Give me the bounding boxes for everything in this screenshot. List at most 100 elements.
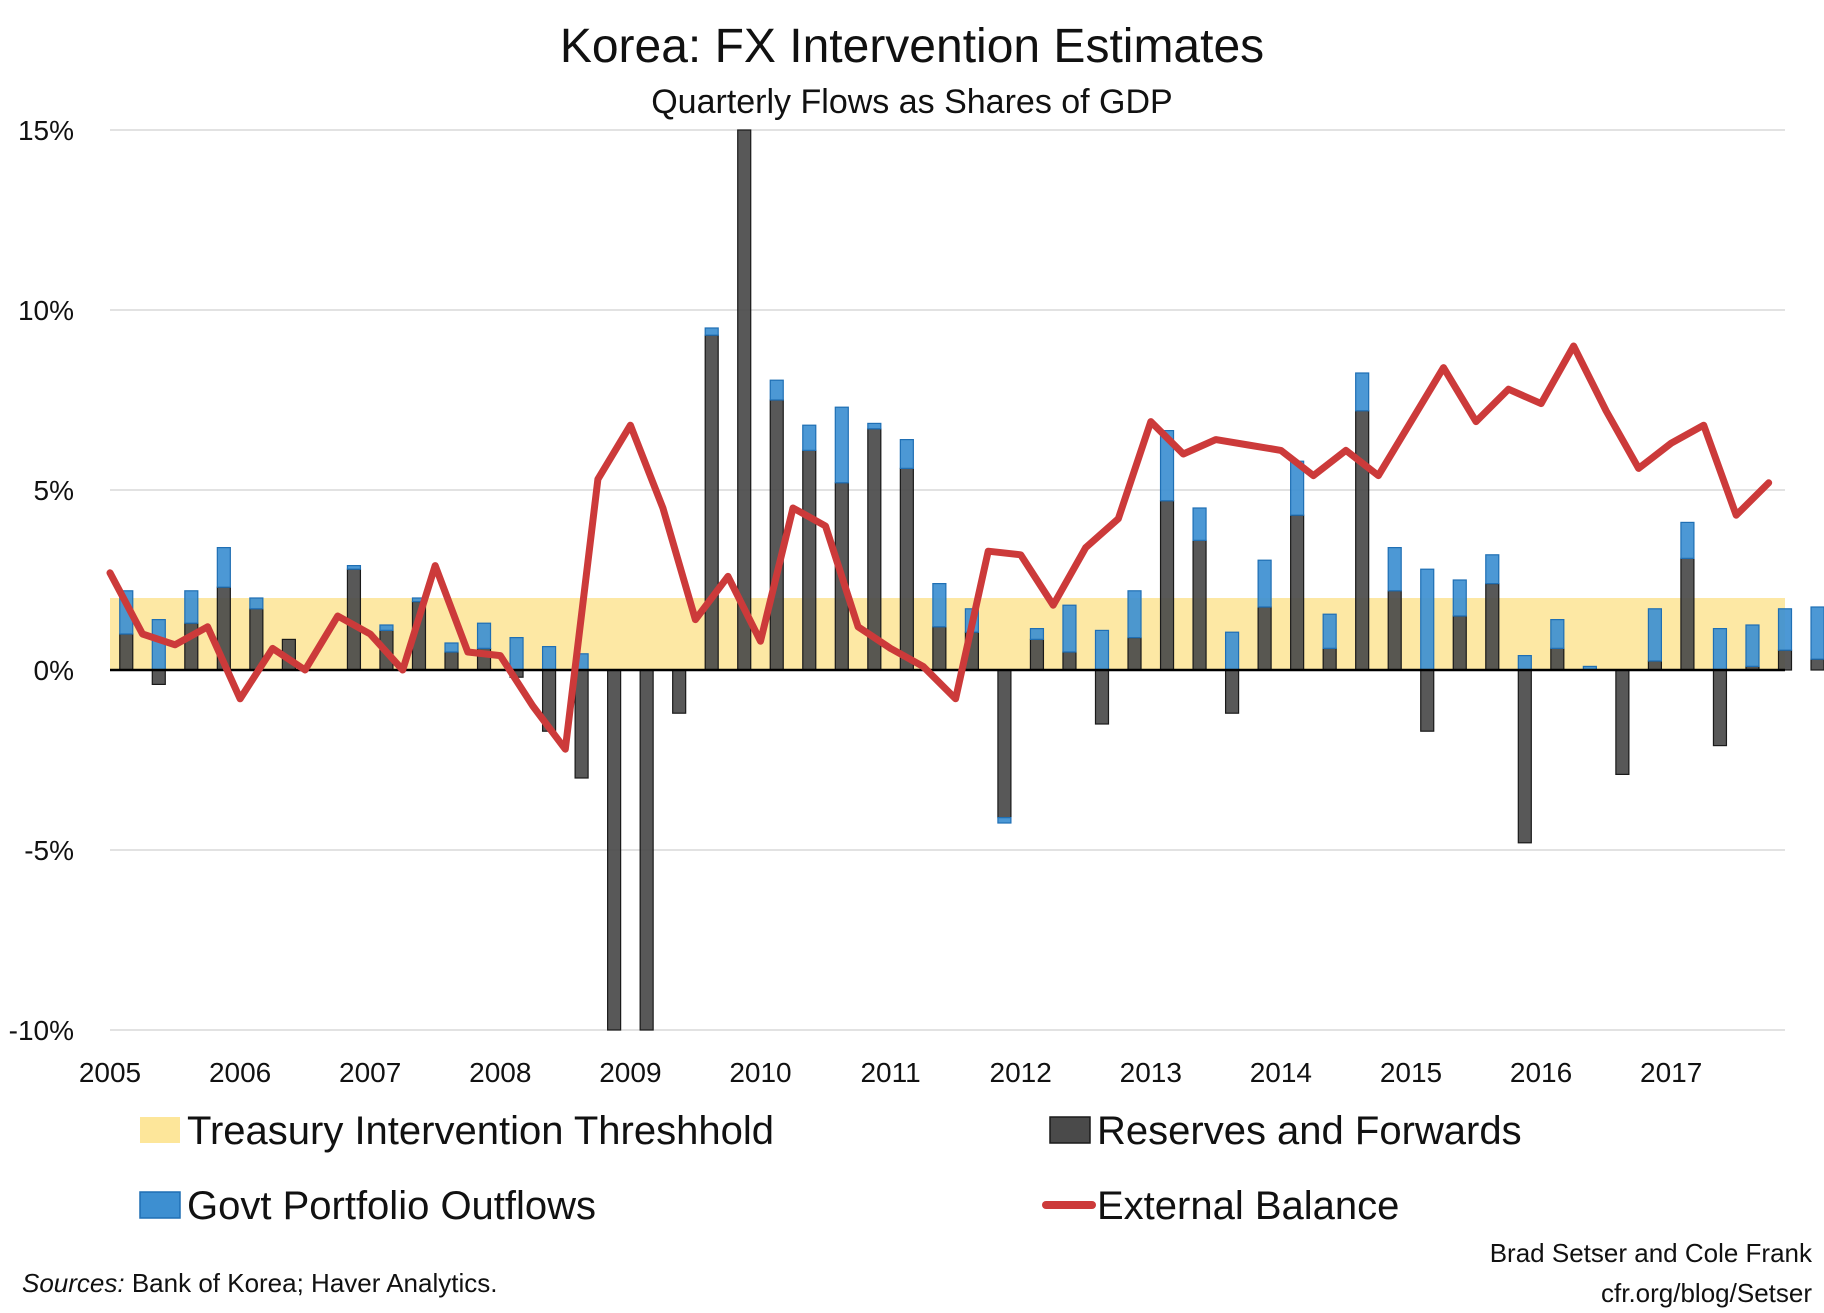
bar-reserves-and-forwards (607, 669, 622, 1031)
bar-reserves-and-forwards (1290, 514, 1305, 671)
gridlines (110, 129, 1785, 1031)
bar-reserves-and-forwards (1257, 606, 1272, 671)
bar-govt-portfolio-outflows (802, 424, 817, 452)
x-tick-label: 2007 (339, 1057, 401, 1088)
bar-govt-portfolio-outflows (834, 406, 849, 484)
bar-reserves-and-forwards (1029, 638, 1045, 671)
bar-govt-portfolio-outflows (1647, 608, 1663, 662)
bar-reserves-and-forwards (672, 669, 687, 714)
bar-reserves-and-forwards (1094, 669, 1110, 725)
chart-subtitle: Quarterly Flows as Shares of GDP (651, 83, 1173, 121)
x-tick-label: 2016 (1510, 1057, 1572, 1088)
y-tick-label: 15% (18, 115, 74, 146)
bar-govt-portfolio-outflows (1745, 624, 1760, 668)
bar-reserves-and-forwards (1062, 651, 1077, 671)
bar-reserves-and-forwards (899, 467, 914, 671)
credit-url: cfr.org/blog/Setser (1601, 1278, 1812, 1308)
x-tick-label: 2010 (729, 1057, 791, 1088)
source-note: Sources: Bank of Korea; Haver Analytics. (22, 1268, 497, 1298)
bar-reserves-and-forwards (802, 449, 817, 671)
bar-govt-portfolio-outflows (1322, 613, 1337, 650)
external-balance-series (106, 342, 1773, 753)
bar-govt-portfolio-outflows (1094, 629, 1110, 671)
bar-reserves-and-forwards (1420, 669, 1435, 732)
x-tick-label: 2011 (860, 1057, 920, 1088)
threshold-band-rect (110, 598, 1785, 670)
bar-reserves-and-forwards (1387, 590, 1402, 671)
bar-reserves-and-forwards (1159, 500, 1175, 671)
bar-reserves-and-forwards (737, 129, 752, 671)
bar-reserves-and-forwards (704, 334, 719, 671)
y-tick-label: 5% (34, 475, 74, 506)
y-tick-label: -5% (24, 835, 74, 866)
bar-reserves-and-forwards (444, 651, 459, 671)
x-tick-label: 2017 (1640, 1057, 1702, 1088)
bar-govt-portfolio-outflows (379, 624, 394, 632)
legend: Treasury Intervention Threshhold Reserves… (139, 1109, 1522, 1228)
legend-swatch (1049, 1116, 1091, 1144)
bar-reserves-and-forwards (119, 633, 134, 671)
bar-govt-portfolio-outflows (1485, 554, 1500, 585)
bar-reserves-and-forwards (1680, 557, 1695, 671)
legend-label: External Balance (1097, 1184, 1399, 1228)
bar-govt-portfolio-outflows (1550, 618, 1565, 649)
y-tick-label: -10% (9, 1015, 74, 1046)
bar-govt-portfolio-outflows (997, 816, 1012, 824)
legend-swatch (140, 1117, 180, 1143)
bar-govt-portfolio-outflows (1192, 507, 1207, 542)
bar-govt-portfolio-outflows (184, 590, 199, 624)
bar-reserves-and-forwards (574, 669, 589, 779)
bar-govt-portfolio-outflows (1257, 559, 1272, 608)
bar-govt-portfolio-outflows (769, 379, 784, 401)
bar-govt-portfolio-outflows (249, 597, 264, 610)
bar-reserves-and-forwards (1322, 647, 1337, 671)
bar-reserves-and-forwards (639, 669, 654, 1031)
y-axis-ticks: 15% 10% 5% 0% -5% -10% (9, 115, 74, 1046)
source-text: Bank of Korea; Haver Analytics. (125, 1268, 498, 1298)
bar-govt-portfolio-outflows (1159, 430, 1175, 502)
bar-govt-portfolio-outflows (1517, 654, 1532, 671)
bar-govt-portfolio-outflows (509, 636, 524, 671)
bar-govt-portfolio-outflows (1777, 608, 1793, 651)
bar-govt-portfolio-outflows (704, 327, 719, 336)
bar-govt-portfolio-outflows (444, 642, 459, 653)
bar-reserves-and-forwards (932, 626, 947, 671)
x-tick-label: 2015 (1380, 1057, 1442, 1088)
bar-govt-portfolio-outflows (216, 546, 231, 588)
bar-govt-portfolio-outflows (899, 439, 914, 470)
bar-govt-portfolio-outflows (867, 422, 882, 430)
bar-reserves-and-forwards (1452, 615, 1467, 671)
bar-reserves-and-forwards (151, 669, 166, 685)
bar-govt-portfolio-outflows (541, 645, 557, 671)
bar-reserves-and-forwards (1355, 410, 1370, 671)
legend-label: Treasury Intervention Threshhold (187, 1109, 774, 1153)
chart-title: Korea: FX Intervention Estimates (560, 20, 1264, 73)
bar-reserves-and-forwards (997, 669, 1012, 819)
bar-govt-portfolio-outflows (1680, 521, 1695, 560)
bar-reserves-and-forwards (1810, 658, 1824, 671)
bar-reserves-and-forwards (1777, 649, 1793, 671)
x-tick-label: 2006 (209, 1057, 271, 1088)
external-balance-line (106, 342, 1773, 753)
x-tick-label: 2009 (599, 1057, 661, 1088)
bar-govt-portfolio-outflows (1355, 372, 1370, 412)
bar-govt-portfolio-outflows (1712, 627, 1728, 671)
bar-reserves-and-forwards (1712, 669, 1728, 747)
y-tick-label: 0% (34, 655, 74, 686)
bar-govt-portfolio-outflows (1029, 627, 1045, 640)
bar-govt-portfolio-outflows (1127, 590, 1142, 639)
bar-govt-portfolio-outflows (1810, 606, 1824, 660)
source-label: Sources: (22, 1268, 125, 1298)
bar-reserves-and-forwards (1127, 636, 1142, 671)
bar-reserves-and-forwards (1517, 669, 1532, 844)
bar-reserves-and-forwards (1615, 669, 1630, 776)
x-tick-label: 2012 (990, 1057, 1052, 1088)
bar-reserves-and-forwards (1550, 647, 1565, 671)
bar-govt-portfolio-outflows (151, 618, 166, 671)
x-tick-label: 2005 (79, 1057, 141, 1088)
x-tick-label: 2013 (1120, 1057, 1182, 1088)
bar-govt-portfolio-outflows (1452, 579, 1467, 617)
legend-swatch (139, 1191, 181, 1219)
y-tick-label: 10% (18, 295, 74, 326)
bar-govt-portfolio-outflows (1224, 631, 1240, 671)
